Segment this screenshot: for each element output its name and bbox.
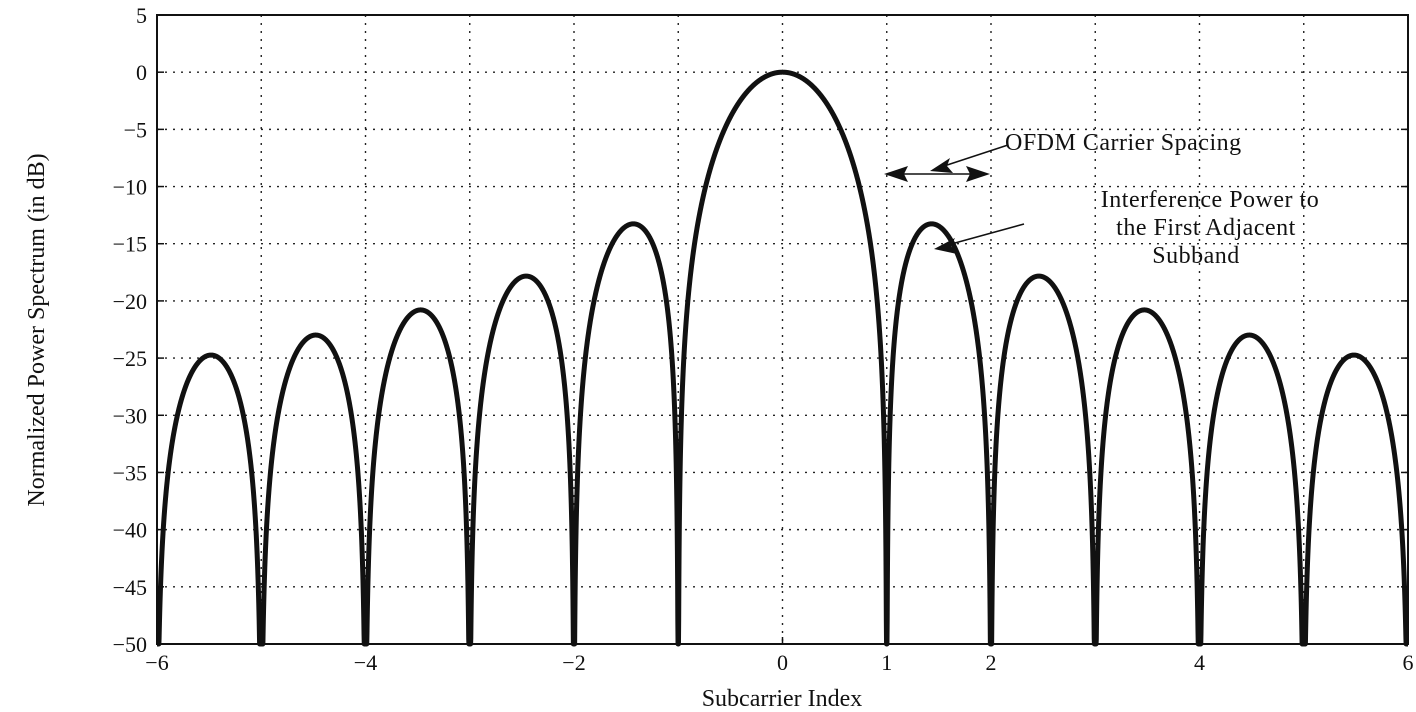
x-tick-label: 4 xyxy=(1194,650,1205,675)
y-tick-label: −15 xyxy=(113,232,147,257)
x-tick-labels: −6 −4 −2 0 1 2 4 6 xyxy=(145,637,1414,675)
x-tick-label: −2 xyxy=(562,650,585,675)
y-tick-labels: 5 0 −5 −10 −15 −20 −25 −30 −35 −40 −45 −50 xyxy=(113,3,1408,657)
interference-pointer-head xyxy=(934,238,957,254)
carrier-spacing-pointer-head xyxy=(930,158,953,173)
x-tick-label: 6 xyxy=(1403,650,1414,675)
x-tick-label: −6 xyxy=(145,650,168,675)
grid-lines xyxy=(157,15,1408,644)
y-tick-label: −25 xyxy=(113,346,147,371)
plot-frame xyxy=(156,14,1409,645)
annotation-interference-line-2: the First Adjacent xyxy=(1116,215,1296,241)
y-tick-label: −30 xyxy=(113,403,147,428)
x-tick-label: 2 xyxy=(986,650,997,675)
y-tick-label: −20 xyxy=(113,289,147,314)
y-tick-label: −5 xyxy=(124,117,147,142)
x-tick-label: −4 xyxy=(354,650,377,675)
annotation-interference: Interference Power to the First Adjacent… xyxy=(934,187,1319,269)
annotation-carrier-spacing: OFDM Carrier Spacing xyxy=(884,130,1242,182)
x-tick-label: 0 xyxy=(777,650,788,675)
x-tick-label: 1 xyxy=(881,650,892,675)
carrier-spacing-pointer xyxy=(937,144,1009,169)
y-tick-label: −35 xyxy=(113,460,147,485)
annotation-interference-line-3: Subband xyxy=(1152,243,1240,269)
x-axis-label: Subcarrier Index xyxy=(702,686,863,712)
interference-pointer xyxy=(943,223,1025,247)
annotation-carrier-spacing-text: OFDM Carrier Spacing xyxy=(1005,130,1242,156)
carrier-spacing-arrowhead-right xyxy=(966,166,990,182)
annotation-interference-line-1: Interference Power to xyxy=(1101,187,1319,213)
carrier-spacing-arrowhead-left xyxy=(884,166,908,182)
y-tick-label: 0 xyxy=(136,60,147,85)
y-axis-label: Normalized Power Spectrum (in dB) xyxy=(24,153,50,506)
y-tick-label: −40 xyxy=(113,518,147,543)
y-tick-label: −50 xyxy=(113,632,147,657)
y-tick-label: −45 xyxy=(113,575,147,600)
y-tick-label: 5 xyxy=(136,3,147,28)
y-tick-label: −10 xyxy=(113,175,147,200)
